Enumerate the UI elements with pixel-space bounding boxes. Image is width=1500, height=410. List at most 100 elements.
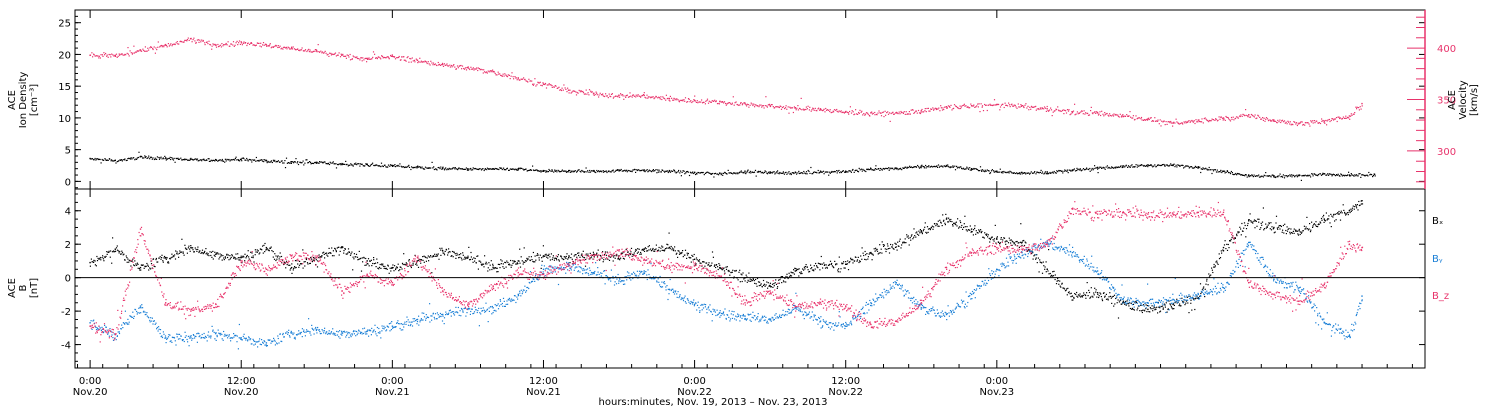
scatter-dot [823, 173, 825, 175]
data-point [1021, 171, 1023, 174]
scatter-dot [299, 260, 301, 262]
scatter-dot [444, 250, 446, 252]
scatter-dot [874, 111, 876, 114]
scatter-dot [347, 165, 349, 167]
scatter-dot [234, 257, 236, 259]
scatter-dot [1313, 173, 1315, 175]
scatter-dot [554, 169, 556, 171]
scatter-dot [275, 255, 277, 257]
scatter-dot [227, 256, 229, 259]
scatter-dot [454, 168, 456, 170]
scatter-dot [880, 112, 882, 114]
scatter-dot [813, 109, 815, 111]
scatter-dot [337, 163, 339, 166]
scatter-dot [425, 61, 427, 63]
scatter-dot [642, 249, 644, 251]
scatter-dot [1270, 120, 1272, 122]
scatter-dot [1334, 118, 1336, 120]
scatter-dot [825, 264, 827, 266]
scatter-dot [468, 67, 470, 70]
scatter-dot [167, 262, 169, 264]
scatter-dot [573, 90, 575, 92]
scatter-dot [1217, 171, 1219, 173]
scatter-dot [574, 259, 577, 261]
scatter-dot [532, 169, 534, 171]
scatter-dot [107, 56, 109, 58]
scatter-dot [469, 258, 471, 261]
scatter-dot [682, 170, 684, 172]
scatter-dot [127, 53, 129, 55]
scatter-dot [340, 247, 342, 249]
scatter-dot [637, 251, 639, 253]
scatter-dot [584, 93, 586, 95]
scatter-dot [647, 171, 649, 173]
scatter-dot [661, 245, 663, 247]
scatter-dot [622, 170, 624, 172]
scatter-dot [1159, 311, 1161, 313]
scatter-dot [673, 169, 676, 172]
scatter-dot [964, 215, 966, 217]
scatter-dot [750, 172, 752, 174]
scatter-dot [556, 256, 559, 258]
scatter-dot [262, 252, 264, 254]
scatter-dot [226, 253, 228, 255]
scatter-dot [1054, 274, 1056, 276]
scatter-dot [1130, 165, 1132, 167]
scatter-dot [865, 259, 867, 261]
scatter-dot [1282, 176, 1284, 178]
scatter-dot [961, 224, 963, 227]
scatter-dot [1285, 121, 1287, 123]
scatter-dot [1278, 121, 1280, 123]
scatter-dot [463, 67, 465, 70]
scatter-dot [209, 43, 211, 46]
scatter-dot [751, 280, 753, 282]
data-point [1046, 171, 1048, 173]
scatter-dot [1035, 173, 1037, 175]
scatter-dot [1261, 224, 1263, 226]
scatter-dot [920, 231, 922, 233]
scatter-dot [708, 100, 710, 102]
scatter-dot [868, 253, 870, 255]
scatter-dot [924, 108, 926, 110]
scatter-dot [676, 98, 678, 100]
scatter-dot [283, 261, 285, 264]
scatter-dot [433, 64, 436, 66]
scatter-dot [1096, 296, 1098, 298]
scatter-dot [270, 161, 272, 163]
scatter-dot [723, 270, 726, 272]
scatter-dot [514, 260, 516, 263]
scatter-dot [664, 248, 667, 250]
scatter-dot [1340, 173, 1342, 175]
scatter-dot [399, 269, 401, 271]
scatter-dot [234, 159, 236, 161]
scatter-dot [1289, 121, 1291, 123]
scatter-dot [1103, 115, 1105, 117]
scatter-dot [495, 74, 497, 76]
scatter-dot [395, 268, 397, 271]
scatter-dot [815, 262, 817, 265]
scatter-dot [499, 263, 501, 266]
scatter-dot [1081, 295, 1083, 297]
scatter-dot [403, 253, 405, 255]
scatter-dot [1175, 118, 1177, 120]
scatter-dot [780, 276, 782, 278]
scatter-dot [1187, 120, 1189, 123]
scatter-dot [1326, 120, 1328, 122]
scatter-dot [935, 108, 937, 111]
scatter-dot [280, 48, 282, 50]
scatter-dot [801, 109, 803, 111]
scatter-dot [774, 282, 776, 284]
scatter-dot [469, 168, 471, 170]
scatter-dot [300, 263, 302, 265]
scatter-dot [914, 166, 916, 168]
scatter-dot [1242, 230, 1244, 232]
scatter-dot [1353, 208, 1355, 210]
scatter-dot [449, 251, 451, 253]
scatter-dot [985, 104, 987, 106]
scatter-dot [100, 162, 102, 164]
scatter-dot [1132, 117, 1134, 119]
scatter-dot [96, 260, 99, 262]
scatter-dot [221, 259, 223, 261]
data-point [1273, 175, 1275, 177]
data-point [215, 253, 217, 255]
